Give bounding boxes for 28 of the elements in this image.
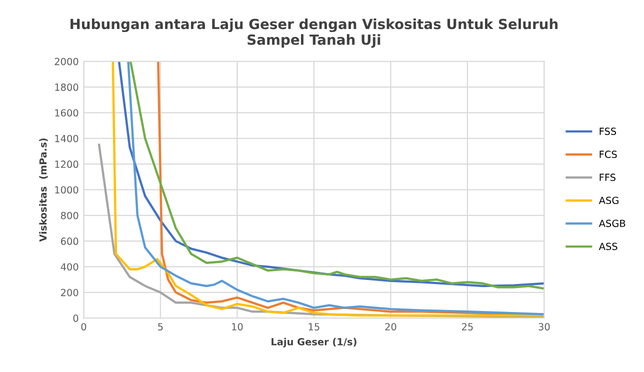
legend-label: FCS: [600, 150, 617, 158]
x-tick-label: 10: [232, 323, 243, 330]
y-tick-label: 1600: [55, 109, 78, 117]
x-tick-label: 30: [538, 323, 550, 330]
x-tick-label: 0: [81, 323, 86, 330]
y-tick-label: 200: [61, 288, 78, 296]
legend-label: ASS: [598, 242, 618, 250]
y-tick-label: 800: [60, 212, 78, 220]
x-tick-label: 20: [385, 323, 396, 330]
x-axis-title: Laju Geser (1/s): [272, 338, 356, 348]
y-tick-label: 1000: [55, 186, 78, 194]
y-tick-label: 1200: [55, 160, 78, 168]
legend-label: ASGB: [598, 220, 626, 228]
legend-label: FFS: [600, 174, 616, 182]
y-tick-label: 1400: [55, 134, 78, 142]
y-axis-title: Viskositas (mPa.s): [39, 138, 48, 242]
chart-title: Hubungan antara Laju Geser dengan Viskositas Untuk Seluruh Sampel Tanah Uji: [70, 18, 558, 48]
y-tick-label: 0: [73, 314, 78, 322]
y-tick-label: 2000: [54, 58, 78, 66]
legend-label: FSS: [600, 128, 616, 135]
y-tick-label: 1800: [55, 84, 78, 91]
y-tick-label: 400: [60, 263, 78, 271]
x-tick-label: 5: [158, 323, 163, 330]
y-tick-label: 600: [60, 238, 78, 245]
line-series: [98, 144, 544, 318]
x-tick-label: 25: [462, 323, 473, 330]
legend-label: ASG: [598, 196, 618, 204]
x-tick-label: 15: [308, 323, 320, 330]
